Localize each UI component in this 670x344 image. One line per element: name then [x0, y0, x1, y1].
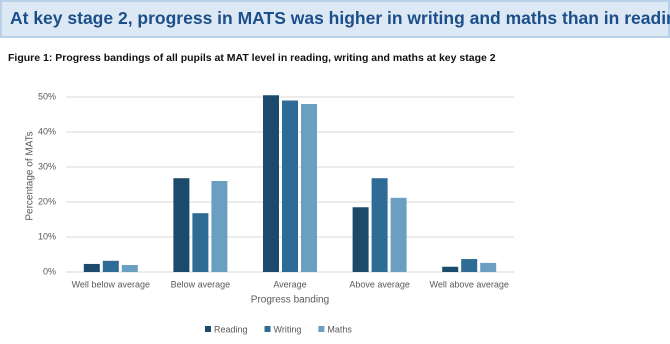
bar — [263, 95, 279, 272]
chart: Figure 1: Progress bandings of all pupil… — [8, 52, 514, 334]
x-tick-label: Well above average — [430, 279, 509, 289]
y-tick-label: 30% — [38, 161, 56, 171]
legend-label: Maths — [327, 324, 352, 334]
legend-swatch — [264, 326, 271, 332]
bar — [461, 259, 478, 272]
y-tick-label: 0% — [43, 266, 56, 276]
x-tick-label: Below average — [171, 279, 231, 289]
legend-label: Reading — [214, 324, 248, 334]
y-tick-label: 40% — [38, 126, 56, 136]
x-tick-label: Above average — [349, 279, 410, 289]
legend-swatch — [318, 326, 325, 332]
bar — [102, 260, 119, 272]
legend-swatch — [205, 326, 211, 332]
bar — [480, 262, 497, 272]
bar — [390, 197, 407, 272]
x-tick-label: Average — [273, 279, 306, 289]
y-axis-title: Percentage of MATs — [25, 131, 36, 220]
bar — [371, 178, 388, 272]
bar — [121, 265, 138, 272]
banner: At key stage 2, progress in MATS was hig… — [0, 0, 670, 38]
bar — [173, 178, 190, 272]
bar — [301, 104, 317, 272]
bar — [442, 266, 459, 272]
bar — [352, 207, 369, 272]
y-tick-label: 50% — [38, 91, 56, 101]
bar — [192, 213, 209, 272]
legend-label: Writing — [274, 324, 302, 334]
y-tick-label: 10% — [38, 231, 56, 241]
chart-title: Figure 1: Progress bandings of all pupil… — [8, 52, 496, 64]
bar — [282, 100, 298, 272]
bar — [83, 263, 100, 272]
x-axis-title: Progress banding — [251, 295, 329, 306]
x-tick-label: Well below average — [72, 279, 150, 289]
bar — [211, 181, 228, 272]
y-tick-label: 20% — [38, 196, 56, 206]
banner-title: At key stage 2, progress in MATS was hig… — [10, 8, 670, 28]
